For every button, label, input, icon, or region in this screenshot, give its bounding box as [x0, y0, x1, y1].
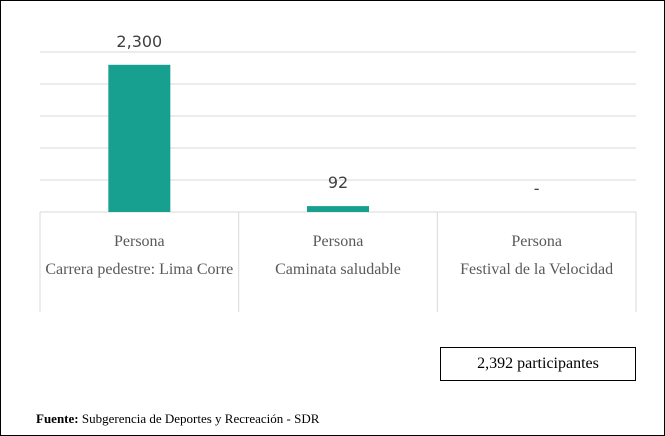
category-unit: Persona — [511, 233, 562, 250]
category-unit: Persona — [114, 233, 165, 250]
category-label: Festival de la Velocidad — [460, 261, 614, 278]
source-text: Subgerencia de Deportes y Recreación - S… — [81, 411, 320, 426]
data-label: 2,300 — [116, 32, 162, 51]
data-label: - — [534, 179, 540, 198]
bar — [307, 206, 369, 212]
category-label: Carrera pedestre: Lima Corre — [45, 261, 234, 278]
source: Fuente: Subgerencia de Deportes y Recrea… — [36, 411, 319, 427]
data-label: 92 — [328, 173, 348, 192]
total-label: 2,392 participantes — [440, 347, 636, 381]
category-label: Caminata saludable — [275, 261, 401, 278]
category-cell: Persona Caminata saludable — [239, 212, 438, 312]
category-cell: Persona Festival de la Velocidad — [437, 212, 636, 312]
category-unit: Persona — [312, 233, 364, 250]
bar — [108, 64, 171, 212]
source-label: Fuente: — [36, 411, 79, 426]
category-cell: Persona Carrera pedestre: Lima Corre — [40, 212, 239, 312]
